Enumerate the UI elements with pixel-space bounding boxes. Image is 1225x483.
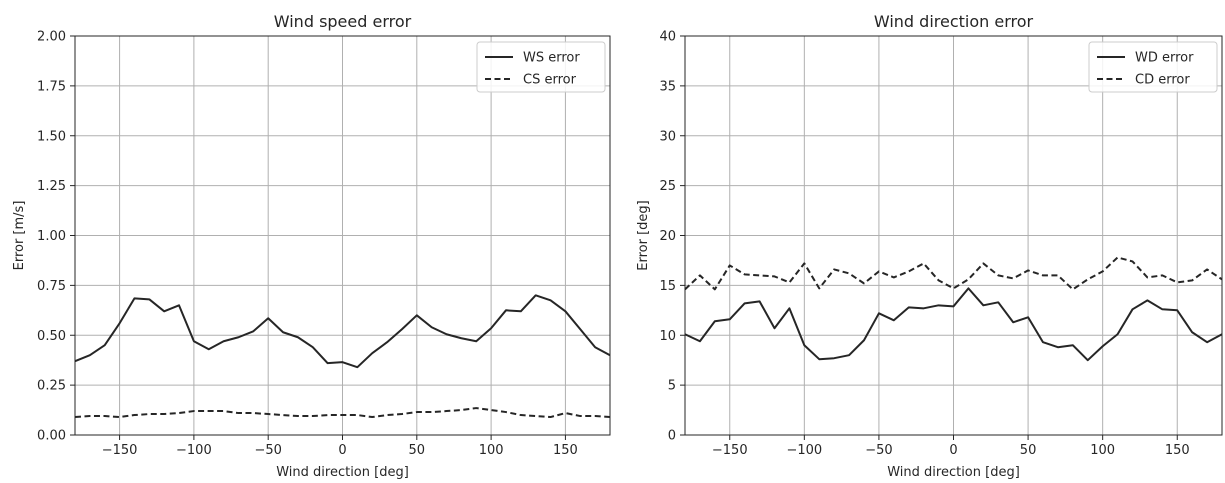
legend-label: CD error xyxy=(1135,73,1190,88)
x-tick-label: −100 xyxy=(786,443,822,458)
chart-title: Wind direction error xyxy=(874,12,1034,31)
y-tick-label: 0.00 xyxy=(37,429,66,444)
y-tick-label: 0.50 xyxy=(37,329,66,344)
legend-label: CS error xyxy=(523,73,577,88)
y-tick-label: 10 xyxy=(659,329,676,344)
y-tick-label: 1.00 xyxy=(37,229,66,244)
y-tick-label: 0.75 xyxy=(37,279,66,294)
y-tick-label: 20 xyxy=(659,229,676,244)
y-tick-label: 2.00 xyxy=(37,30,66,45)
legend: WD error CD error xyxy=(1088,41,1218,93)
series-line-cd-error xyxy=(684,256,1223,291)
series-line-cs-error xyxy=(74,407,611,419)
x-tick-label: −50 xyxy=(254,443,281,458)
y-tick-label: 0 xyxy=(668,429,676,444)
x-tick-label: −50 xyxy=(865,443,892,458)
y-tick-label: 1.25 xyxy=(37,179,66,194)
x-tick-label: 100 xyxy=(479,443,504,458)
y-tick-label: 30 xyxy=(659,129,676,144)
y-tick-label: 25 xyxy=(659,179,676,194)
chart-2: −150 −100 −50 0 50 100 150 0 5 10 15 20 25 30 35 40 Wind… xyxy=(636,12,1223,480)
x-tick-label: 50 xyxy=(409,443,426,458)
legend-label: WS error xyxy=(523,51,580,66)
ticks xyxy=(70,35,566,440)
x-tick-label: −150 xyxy=(712,443,748,458)
x-tick-label: 50 xyxy=(1020,443,1037,458)
y-tick-label: 15 xyxy=(659,279,676,294)
chart-title: Wind speed error xyxy=(274,12,412,31)
series-line-wd-error xyxy=(684,287,1223,362)
y-tick-label: 1.75 xyxy=(37,79,66,94)
y-tick-label: 40 xyxy=(659,30,676,45)
x-axis-label: Wind direction [deg] xyxy=(887,465,1020,479)
series-line-ws-error xyxy=(74,294,611,369)
legend: WS error CS error xyxy=(476,41,606,93)
y-axis-label: Error [deg] xyxy=(636,200,651,270)
grid xyxy=(685,35,1222,436)
y-tick-label: 5 xyxy=(668,379,676,394)
x-tick-label: 100 xyxy=(1090,443,1115,458)
y-tick-label: 35 xyxy=(659,79,676,94)
x-axis-label: Wind direction [deg] xyxy=(276,465,409,479)
grid xyxy=(75,35,610,436)
chart-1: −150 −100 −50 0 50 100 150 0.00 0.25 0.50 0.75 1.00… xyxy=(12,12,611,480)
x-tick-label: −100 xyxy=(176,443,212,458)
y-axis-label: Error [m/s] xyxy=(12,201,27,271)
legend-label: WD error xyxy=(1135,51,1194,66)
x-tick-label: 150 xyxy=(1165,443,1190,458)
x-tick-label: 150 xyxy=(553,443,578,458)
x-tick-label: −150 xyxy=(102,443,138,458)
x-tick-label: 0 xyxy=(949,443,957,458)
y-tick-label: 1.50 xyxy=(37,129,66,144)
x-tick-label: 0 xyxy=(338,443,346,458)
y-tick-label: 0.25 xyxy=(37,379,66,394)
ticks xyxy=(680,35,1178,440)
